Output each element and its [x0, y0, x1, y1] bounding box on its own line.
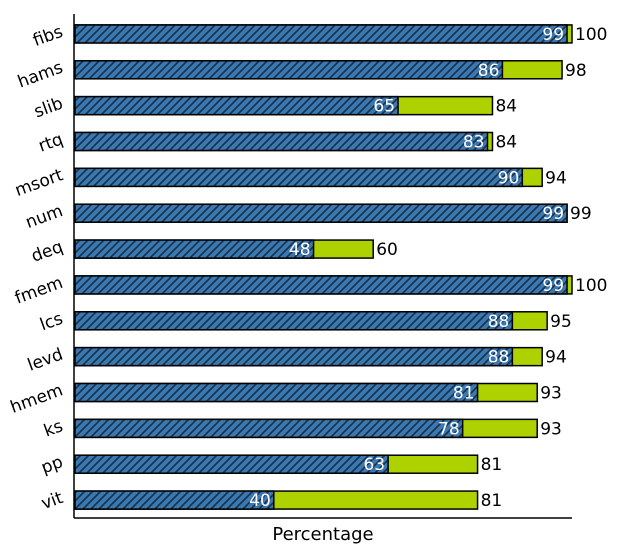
bar-partial-value-label: 81: [453, 384, 475, 404]
bar-partial: [74, 95, 399, 116]
bar-partial-value-label: 48: [289, 240, 311, 260]
bar-total-value-label: 93: [540, 384, 562, 404]
bar-partial: [74, 24, 568, 44]
bar-total-value-label: 84: [495, 133, 517, 153]
category-tick-label: num: [23, 201, 66, 233]
category-tick-label: ks: [41, 416, 66, 441]
bar-partial-value-label: 99: [542, 276, 564, 296]
bar-partial: [74, 167, 524, 188]
bar-total-value-label: 100: [575, 276, 607, 296]
bar-partial: [74, 311, 514, 331]
category-tick-label: fibs: [30, 22, 66, 51]
category-tick-label: msort: [12, 165, 66, 201]
category-tick-label: fmem: [12, 273, 65, 309]
category-tick-label: vit: [39, 488, 66, 514]
bar-total-value-label: 99: [570, 204, 592, 224]
bar-partial: [74, 239, 315, 259]
bar-total-value-label: 100: [575, 25, 607, 45]
bar-partial-value-label: 90: [498, 168, 520, 188]
category-tick-label: levd: [25, 345, 66, 376]
category-tick-label: hams: [15, 58, 66, 93]
bar-partial-value-label: 78: [438, 419, 460, 439]
category-tick-label: hmem: [8, 380, 66, 417]
category-tick-label: slib: [32, 94, 66, 123]
bar-partial: [74, 131, 489, 152]
bar-partial: [74, 275, 568, 295]
bar-total-value-label: 95: [550, 312, 572, 332]
bar-partial: [74, 382, 479, 403]
plot-area: 99 100 fibs 86 98 hams 65 84 slib 83 84 rtq 90 94 msor…: [8, 22, 608, 514]
bar-total-value-label: 84: [495, 97, 517, 117]
bar-partial-value-label: 99: [542, 25, 564, 45]
category-tick-label: pp: [39, 452, 66, 478]
bar-total-value-label: 60: [376, 240, 398, 260]
bar-partial: [74, 60, 504, 80]
bar-total-value-label: 94: [545, 168, 567, 188]
bar-partial: [74, 454, 389, 474]
bar-total-value-label: 98: [565, 61, 587, 81]
bar-total-value-label: 81: [481, 455, 503, 475]
category-tick-label: lcs: [37, 309, 66, 336]
x-axis-title: Percentage: [272, 524, 373, 545]
bar-partial-value-label: 63: [363, 455, 385, 475]
bar-partial-value-label: 88: [488, 348, 510, 368]
bar-total-value-label: 81: [481, 491, 503, 511]
category-tick-label: deq: [29, 237, 66, 267]
category-tick-label: rtq: [36, 129, 66, 156]
bar-partial: [74, 203, 568, 223]
bar-partial-value-label: 65: [373, 97, 395, 117]
bar-total-value-label: 93: [540, 419, 562, 439]
bar-partial-value-label: 86: [478, 61, 500, 81]
bar-partial-value-label: 83: [463, 133, 485, 153]
bar-total-value-label: 94: [545, 348, 567, 368]
bar-partial: [74, 346, 514, 367]
bar-partial-value-label: 99: [542, 204, 564, 224]
bar-partial: [74, 418, 464, 439]
bar-partial: [74, 490, 275, 510]
bar-partial-value-label: 88: [488, 312, 510, 332]
bar-partial-value-label: 40: [249, 491, 271, 511]
